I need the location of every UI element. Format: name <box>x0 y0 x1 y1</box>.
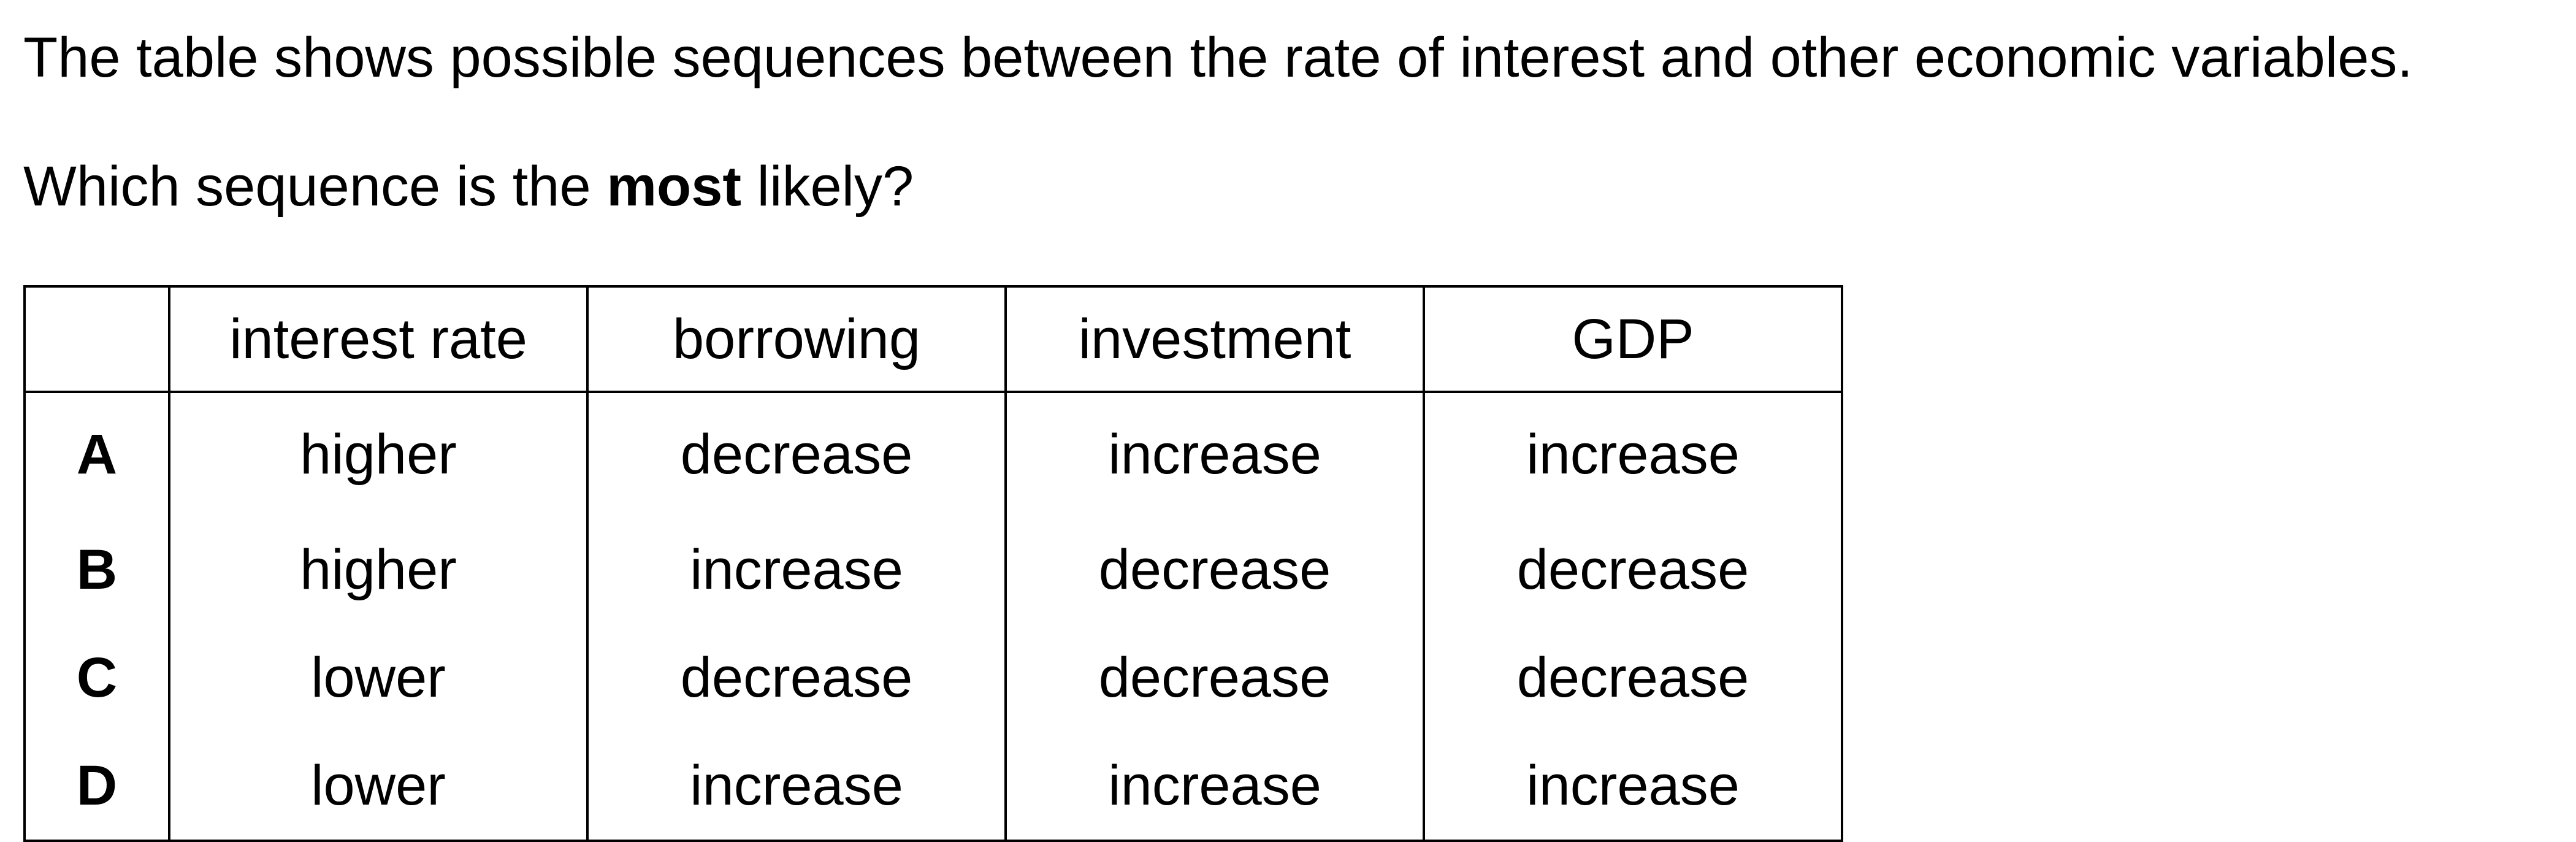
header-interest-rate: interest rate <box>168 285 589 393</box>
gdp-cell: decrease <box>1423 624 1843 732</box>
question-before: Which sequence is the <box>23 155 607 218</box>
option-label: C <box>23 624 170 732</box>
question-after: likely? <box>741 155 914 218</box>
table-row: A higher decrease increase increase <box>23 392 1843 516</box>
investment-cell: decrease <box>1004 516 1425 624</box>
intro-text: The table shows possible sequences betwe… <box>23 26 2413 89</box>
question-emphasis: most <box>606 155 741 218</box>
table-row: D lower increase increase increase <box>23 732 1843 842</box>
investment-cell: decrease <box>1004 624 1425 732</box>
sequence-table: interest rate borrowing investment GDP A… <box>23 285 1843 842</box>
header-investment: investment <box>1004 285 1425 393</box>
header-blank <box>23 285 170 393</box>
interest-rate-cell: higher <box>168 392 589 516</box>
investment-cell: increase <box>1004 392 1425 516</box>
gdp-cell: decrease <box>1423 516 1843 624</box>
gdp-cell: increase <box>1423 392 1843 516</box>
header-borrowing: borrowing <box>586 285 1007 393</box>
option-label: A <box>23 392 170 516</box>
option-label: D <box>23 732 170 842</box>
table-row: B higher increase decrease decrease <box>23 516 1843 624</box>
borrowing-cell: decrease <box>586 624 1007 732</box>
borrowing-cell: increase <box>586 732 1007 842</box>
gdp-cell: increase <box>1423 732 1843 842</box>
investment-cell: increase <box>1004 732 1425 842</box>
question-text: Which sequence is the most likely? <box>23 150 914 223</box>
table-row: C lower decrease decrease decrease <box>23 624 1843 732</box>
borrowing-cell: increase <box>586 516 1007 624</box>
borrowing-cell: decrease <box>586 392 1007 516</box>
option-label: B <box>23 516 170 624</box>
interest-rate-cell: lower <box>168 732 589 842</box>
table-header-row: interest rate borrowing investment GDP <box>23 285 1843 393</box>
interest-rate-cell: lower <box>168 624 589 732</box>
interest-rate-cell: higher <box>168 516 589 624</box>
header-gdp: GDP <box>1423 285 1843 393</box>
